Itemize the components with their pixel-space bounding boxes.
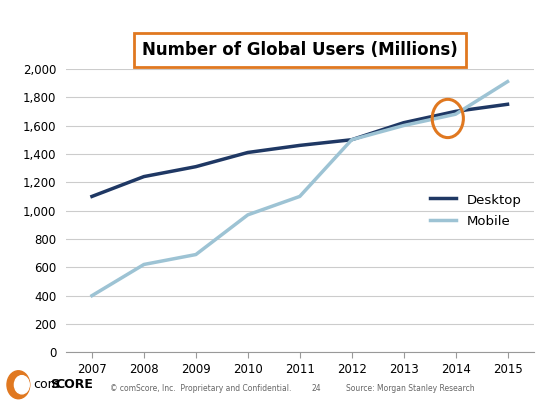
Text: S: S bbox=[50, 378, 59, 391]
Legend: Desktop, Mobile: Desktop, Mobile bbox=[425, 188, 527, 233]
Desktop bbox=[400, 120, 407, 125]
Mobile bbox=[192, 252, 199, 257]
Circle shape bbox=[14, 376, 29, 394]
Mobile bbox=[89, 293, 95, 298]
Desktop bbox=[348, 137, 355, 142]
Desktop bbox=[89, 194, 95, 199]
Line: Mobile: Mobile bbox=[92, 82, 508, 296]
Mobile bbox=[400, 123, 407, 128]
Text: com: com bbox=[33, 378, 60, 391]
Title: Number of Global Users (Millions): Number of Global Users (Millions) bbox=[142, 41, 458, 59]
Line: Desktop: Desktop bbox=[92, 104, 508, 196]
Desktop bbox=[452, 109, 459, 114]
Desktop bbox=[141, 174, 147, 179]
Desktop bbox=[504, 102, 511, 107]
Circle shape bbox=[7, 371, 30, 399]
Text: © comScore, Inc.  Proprietary and Confidential.: © comScore, Inc. Proprietary and Confide… bbox=[110, 384, 292, 393]
Mobile bbox=[452, 112, 459, 117]
Text: CORE: CORE bbox=[56, 378, 94, 391]
Mobile bbox=[348, 137, 355, 142]
Desktop bbox=[192, 164, 199, 169]
Desktop bbox=[245, 150, 251, 155]
Mobile bbox=[296, 194, 303, 199]
Text: 24: 24 bbox=[311, 384, 321, 393]
Mobile bbox=[245, 212, 251, 217]
Mobile bbox=[504, 79, 511, 84]
Mobile bbox=[141, 262, 147, 267]
Desktop bbox=[296, 143, 303, 148]
Text: Source: Morgan Stanley Research: Source: Morgan Stanley Research bbox=[346, 384, 475, 393]
